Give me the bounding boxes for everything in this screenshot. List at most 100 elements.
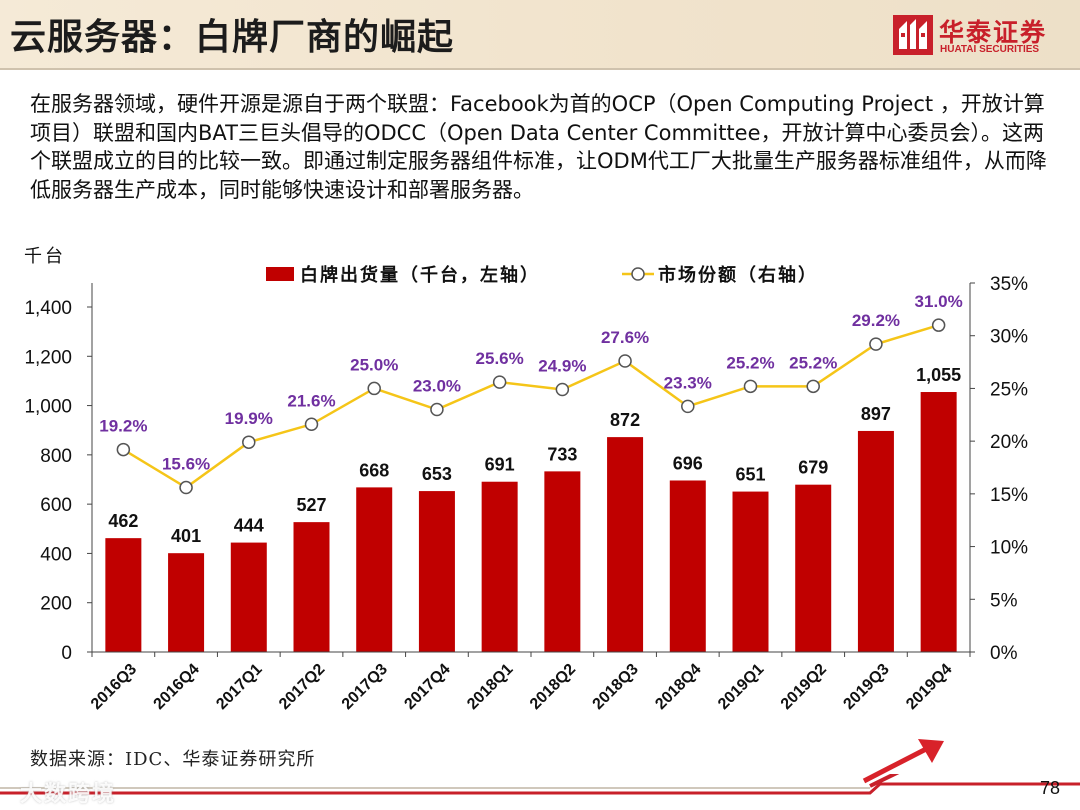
market-share-label: 27.6%	[601, 328, 649, 347]
left-tick-label: 1,200	[24, 347, 72, 368]
x-category-label: 2018Q3	[590, 661, 642, 713]
market-share-point	[806, 379, 820, 394]
shipment-bar	[230, 542, 267, 652]
right-tick-label: 20%	[990, 432, 1028, 453]
left-tick-label: 1,400	[24, 298, 72, 319]
shipment-bar	[732, 491, 769, 652]
market-share-point	[743, 379, 758, 394]
shipment-bar	[607, 437, 644, 652]
data-source-note: 数据来源：IDC、华泰证券研究所	[30, 749, 316, 770]
x-category-label: 2018Q4	[652, 661, 704, 713]
x-category-label: 2019Q3	[840, 661, 892, 713]
left-tick-label: 200	[40, 594, 72, 615]
market-share-point	[492, 375, 507, 389]
shipment-bar	[481, 481, 518, 652]
market-share-label: 19.2%	[99, 417, 147, 436]
huatai-logo-icon	[893, 15, 933, 55]
market-share-point	[179, 480, 193, 495]
x-category-label: 2017Q3	[339, 661, 391, 713]
market-share-label: 23.0%	[413, 377, 461, 396]
x-category-label: 2017Q4	[401, 661, 453, 713]
watermark-text: 大数跨境	[20, 782, 117, 807]
x-category-label: 2019Q2	[778, 661, 830, 713]
bar-value-label: 897	[861, 404, 891, 424]
shipment-bar	[105, 538, 142, 652]
shipment-bar	[418, 491, 455, 652]
market-share-label: 25.2%	[726, 353, 774, 372]
trend-arrow-icon	[862, 739, 944, 784]
market-share-label: 29.2%	[852, 311, 900, 330]
right-tick-label: 25%	[990, 379, 1028, 400]
right-tick-label: 10%	[990, 538, 1028, 559]
shipment-bar	[795, 484, 832, 652]
bar-value-label: 696	[673, 453, 703, 473]
market-share-point	[304, 417, 319, 432]
market-share-point	[555, 382, 570, 397]
right-tick-label: 5%	[990, 590, 1018, 611]
market-share-label: 25.2%	[789, 353, 837, 372]
left-axis-unit: 千台	[24, 246, 66, 267]
page-title: 云服务器：白牌厂商的崛起	[10, 17, 455, 58]
left-tick-label: 400	[40, 544, 72, 565]
bar-value-label: 527	[296, 495, 326, 515]
x-category-label: 2016Q4	[151, 661, 203, 713]
market-share-point	[869, 337, 883, 351]
market-share-label: 25.6%	[476, 349, 524, 368]
shipment-bar	[920, 392, 957, 652]
logo-text-en: HUATAI SECURITIES	[940, 44, 1040, 55]
market-share-label: 19.9%	[225, 409, 273, 428]
market-share-label: 24.9%	[538, 356, 586, 375]
legend-line-label: 市场份额（右轴）	[658, 264, 818, 286]
intro-paragraph: 在服务器领域，硬件开源是源自于两个联盟：Facebook为首的OCP（Open …	[30, 92, 1047, 202]
market-share-label: 31.0%	[915, 292, 963, 311]
market-share-point	[430, 402, 444, 417]
footer-decoration	[0, 774, 1080, 795]
market-share-label: 21.6%	[287, 391, 335, 410]
right-tick-label: 0%	[990, 643, 1018, 664]
logo-text-cn: 华泰证券	[939, 18, 1048, 47]
legend-bar-swatch	[266, 267, 294, 281]
bar-value-label: 462	[108, 511, 138, 531]
shipment-bar	[168, 553, 205, 652]
bar-value-label: 691	[485, 455, 515, 475]
legend-line-marker	[631, 267, 645, 281]
right-tick-label: 30%	[990, 327, 1028, 348]
bar-value-label: 651	[735, 465, 765, 485]
left-tick-label: 1,000	[24, 397, 72, 418]
left-tick-label: 0	[61, 643, 72, 664]
bar-value-label: 653	[422, 464, 452, 484]
bar-value-label: 679	[798, 458, 828, 478]
market-share-point	[116, 442, 131, 457]
legend-bar-label: 白牌出货量（千台，左轴）	[300, 264, 540, 286]
market-share-point	[681, 399, 695, 414]
x-category-label: 2019Q1	[715, 661, 767, 713]
bar-value-label: 872	[610, 410, 640, 430]
page-number: 78	[1040, 778, 1061, 798]
shipment-bar	[857, 430, 894, 652]
market-share-point	[618, 354, 632, 368]
market-share-label: 15.6%	[162, 455, 210, 474]
x-category-label: 2019Q4	[903, 661, 955, 713]
shipment-bar	[293, 522, 330, 652]
left-tick-label: 800	[40, 446, 72, 467]
shipment-bar	[356, 487, 393, 652]
right-tick-label: 15%	[990, 485, 1028, 506]
bar-value-label: 401	[171, 526, 201, 546]
market-share-label: 25.0%	[350, 355, 398, 374]
x-category-label: 2017Q2	[276, 661, 328, 713]
x-category-label: 2017Q1	[213, 661, 265, 713]
bar-value-label: 1,055	[916, 365, 961, 385]
market-share-line	[122, 323, 940, 490]
market-share-point	[367, 381, 381, 396]
shipment-bar	[669, 480, 706, 652]
left-tick-label: 600	[40, 495, 72, 516]
x-category-label: 2018Q1	[464, 661, 516, 713]
bar-value-label: 668	[359, 460, 389, 480]
huatai-logo: 华泰证券 HUATAI SECURITIES	[893, 13, 1068, 58]
market-share-label: 23.3%	[664, 373, 712, 392]
x-category-label: 2016Q3	[88, 661, 140, 713]
x-category-label: 2018Q2	[527, 661, 579, 713]
shipment-bar	[544, 471, 581, 652]
right-tick-label: 35%	[990, 274, 1028, 295]
